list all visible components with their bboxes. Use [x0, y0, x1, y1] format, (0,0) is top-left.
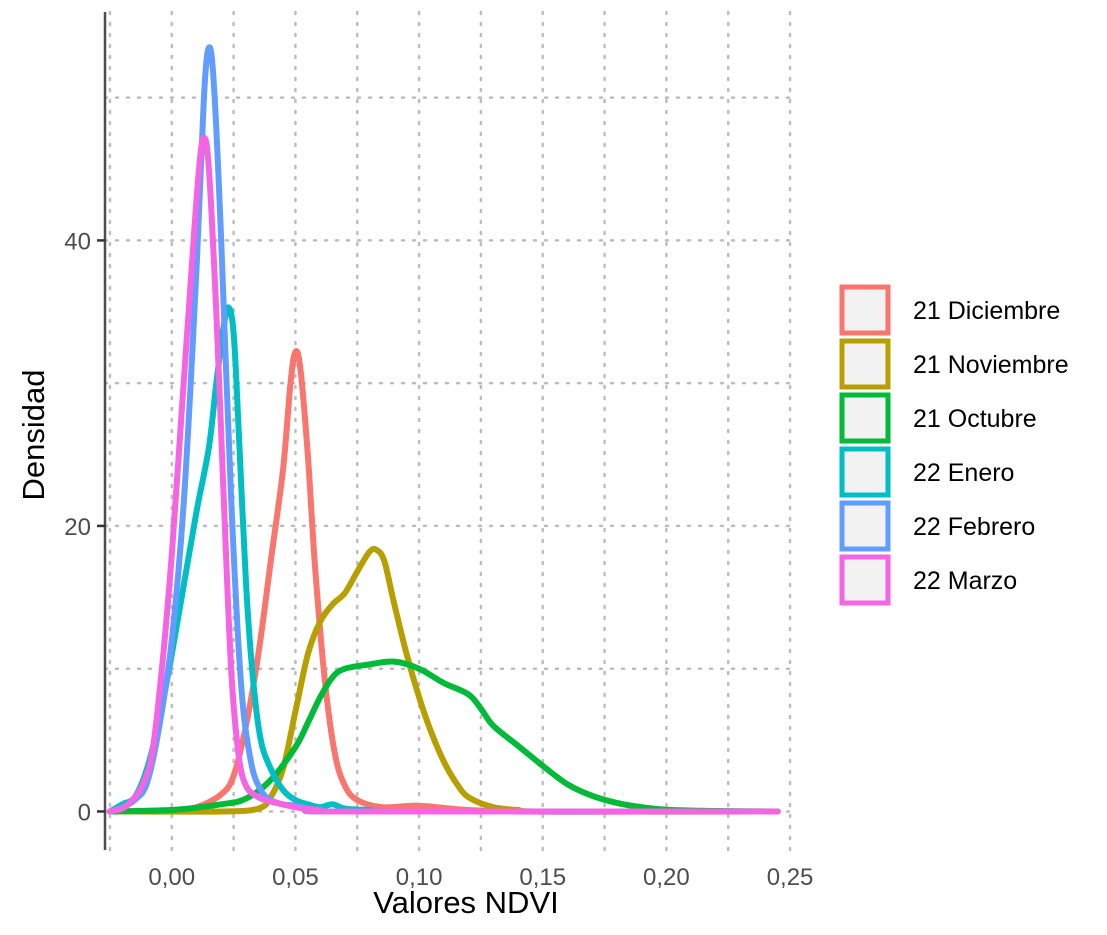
legend-item: 22 Marzo: [839, 554, 1017, 606]
x-axis-title: Valores NDVI: [373, 885, 559, 920]
legend-label: 22 Febrero: [913, 513, 1035, 541]
x-tick-label: 0,05: [272, 864, 319, 891]
legend-label: 22 Marzo: [913, 567, 1017, 595]
legend-key: [839, 284, 891, 336]
legend-item: 22 Enero: [839, 446, 1014, 498]
legend-key: [839, 554, 891, 606]
legend-label: 22 Enero: [913, 459, 1014, 487]
legend-label: 21 Noviembre: [913, 351, 1069, 379]
y-axis-title: Densidad: [16, 370, 51, 501]
legend-key: [839, 446, 891, 498]
legend: 21 Diciembre 21 Noviembre 21 Octubre 22 Ene…: [839, 284, 1069, 606]
legend-label: 21 Diciembre: [913, 297, 1060, 325]
y-tick-label: 20: [64, 514, 91, 541]
tick-labels: 0 20 40 0,00 0,05 0,10 0,15 0,20 0,25: [64, 228, 813, 891]
x-tick-label: 0,10: [396, 864, 443, 891]
legend-key: [839, 500, 891, 552]
y-tick-label: 0: [78, 799, 91, 826]
y-tick-label: 40: [64, 228, 91, 255]
x-tick-label: 0,20: [643, 864, 690, 891]
x-tick-label: 0,00: [148, 864, 195, 891]
x-tick-label: 0,25: [767, 864, 814, 891]
x-tick-label: 0,15: [519, 864, 566, 891]
axes: [97, 12, 107, 850]
series-line-0: [106, 348, 781, 815]
series-line-2: [106, 658, 781, 815]
series-lines: [106, 44, 781, 815]
legend-label: 21 Octubre: [913, 405, 1037, 433]
legend-item: 21 Octubre: [839, 392, 1037, 444]
series-line-5: [106, 134, 781, 815]
legend-item: 22 Febrero: [839, 500, 1035, 552]
legend-item: 21 Noviembre: [839, 338, 1069, 390]
legend-key: [839, 392, 891, 444]
legend-item: 21 Diciembre: [839, 284, 1060, 336]
legend-key: [839, 338, 891, 390]
